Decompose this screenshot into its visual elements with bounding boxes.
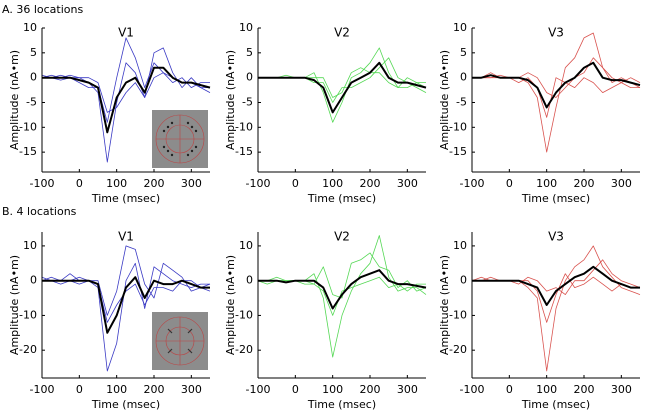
- mean-line: [472, 61, 641, 109]
- x-tick-label: -100: [30, 177, 55, 190]
- inset-pattern: [155, 316, 205, 366]
- x-axis-label: Time (msec): [521, 398, 590, 411]
- y-tick-label: 5: [246, 46, 253, 59]
- x-tick-label: 100: [536, 177, 557, 190]
- x-tick-label: 0: [292, 383, 299, 396]
- y-tick-label: -5: [26, 95, 37, 108]
- x-tick-label: 100: [106, 177, 127, 190]
- x-tick-label: 200: [574, 383, 595, 396]
- x-tick-label: 100: [322, 383, 343, 396]
- chart-title: V1: [118, 26, 134, 40]
- y-tick-label: 5: [460, 46, 467, 59]
- x-tick-label: 300: [181, 383, 202, 396]
- x-tick-label: 0: [506, 383, 513, 396]
- x-tick-label: 200: [144, 177, 165, 190]
- chart-title: V3: [548, 230, 564, 244]
- y-tick-label: -10: [235, 120, 253, 133]
- mean-line: [42, 276, 210, 334]
- y-tick-label: 0: [460, 274, 467, 287]
- x-tick-label: 100: [106, 383, 127, 396]
- x-tick-label: 100: [322, 177, 343, 190]
- panel-label: B. 4 locations: [2, 205, 77, 218]
- y-tick-label: -5: [456, 95, 467, 108]
- y-tick-label: -15: [235, 145, 253, 158]
- x-tick-label: 200: [360, 177, 381, 190]
- y-tick-label: 0: [246, 274, 253, 287]
- inset: [152, 312, 208, 370]
- y-tick-label: -20: [449, 343, 467, 356]
- y-tick-label: -10: [235, 308, 253, 321]
- x-tick-label: 0: [506, 177, 513, 190]
- x-tick-label: 200: [574, 177, 595, 190]
- y-tick-label: 0: [30, 71, 37, 84]
- y-tick-label: -10: [19, 308, 37, 321]
- x-tick-label: 300: [181, 177, 202, 190]
- x-tick-label: 0: [76, 177, 83, 190]
- y-axis-label: Amplitude (nA•m): [438, 255, 451, 355]
- y-tick-label: -20: [235, 343, 253, 356]
- x-tick-label: 200: [360, 383, 381, 396]
- y-tick-label: 0: [30, 274, 37, 287]
- trace-line: [41, 262, 210, 372]
- x-axis-label: Time (msec): [91, 398, 160, 411]
- mean-line: [472, 265, 640, 306]
- x-tick-label: 200: [144, 383, 165, 396]
- y-tick-label: 10: [23, 21, 37, 34]
- trace-line: [41, 47, 211, 163]
- mean-line: [258, 269, 427, 310]
- x-axis-label: Time (msec): [307, 398, 376, 411]
- y-tick-label: 0: [246, 71, 253, 84]
- y-axis-label: Amplitude (nA•m): [438, 50, 451, 150]
- x-tick-label: -100: [246, 177, 271, 190]
- y-tick-label: -5: [242, 95, 253, 108]
- y-tick-label: -10: [19, 120, 37, 133]
- y-tick-label: 5: [30, 46, 37, 59]
- y-axis-label: Amplitude (nA•m): [8, 50, 21, 150]
- mean-line: [258, 61, 427, 114]
- x-tick-label: 300: [397, 177, 418, 190]
- chart-title: V2: [334, 230, 350, 244]
- x-tick-label: 300: [611, 177, 632, 190]
- x-tick-label: 100: [536, 383, 557, 396]
- chart-title: V2: [334, 26, 350, 40]
- trace-line: [472, 57, 641, 98]
- x-axis-label: Time (msec): [521, 192, 590, 205]
- mean-line: [42, 66, 211, 134]
- x-tick-label: 300: [397, 383, 418, 396]
- x-axis-label: Time (msec): [307, 192, 376, 205]
- y-tick-label: 10: [453, 239, 467, 252]
- x-tick-label: 300: [611, 383, 632, 396]
- inset: [152, 110, 208, 168]
- x-tick-label: -100: [30, 383, 55, 396]
- x-axis-label: Time (msec): [91, 192, 160, 205]
- y-tick-label: 10: [453, 21, 467, 34]
- x-tick-label: 0: [76, 383, 83, 396]
- y-tick-label: -15: [449, 145, 467, 158]
- y-axis-label: Amplitude (nA•m): [224, 50, 237, 150]
- inset-dots: [162, 121, 198, 157]
- x-tick-label: 0: [292, 177, 299, 190]
- y-axis-label: Amplitude (nA•m): [224, 255, 237, 355]
- chart-title: V3: [548, 26, 564, 40]
- y-tick-label: 10: [239, 239, 253, 252]
- chart-title: V1: [118, 230, 134, 244]
- x-tick-label: -100: [460, 177, 485, 190]
- x-tick-label: -100: [460, 383, 485, 396]
- y-tick-label: -15: [19, 145, 37, 158]
- y-tick-label: -20: [19, 343, 37, 356]
- trace-line: [42, 37, 210, 123]
- y-tick-label: -10: [449, 120, 467, 133]
- y-tick-label: 10: [239, 21, 253, 34]
- y-tick-label: 0: [460, 71, 467, 84]
- panel-label: A. 36 locations: [2, 3, 83, 16]
- y-tick-label: -10: [449, 308, 467, 321]
- y-axis-label: Amplitude (nA•m): [8, 255, 21, 355]
- x-tick-label: -100: [246, 383, 271, 396]
- trace-line: [472, 245, 641, 372]
- inset-pattern: [155, 114, 205, 164]
- y-tick-label: 10: [23, 239, 37, 252]
